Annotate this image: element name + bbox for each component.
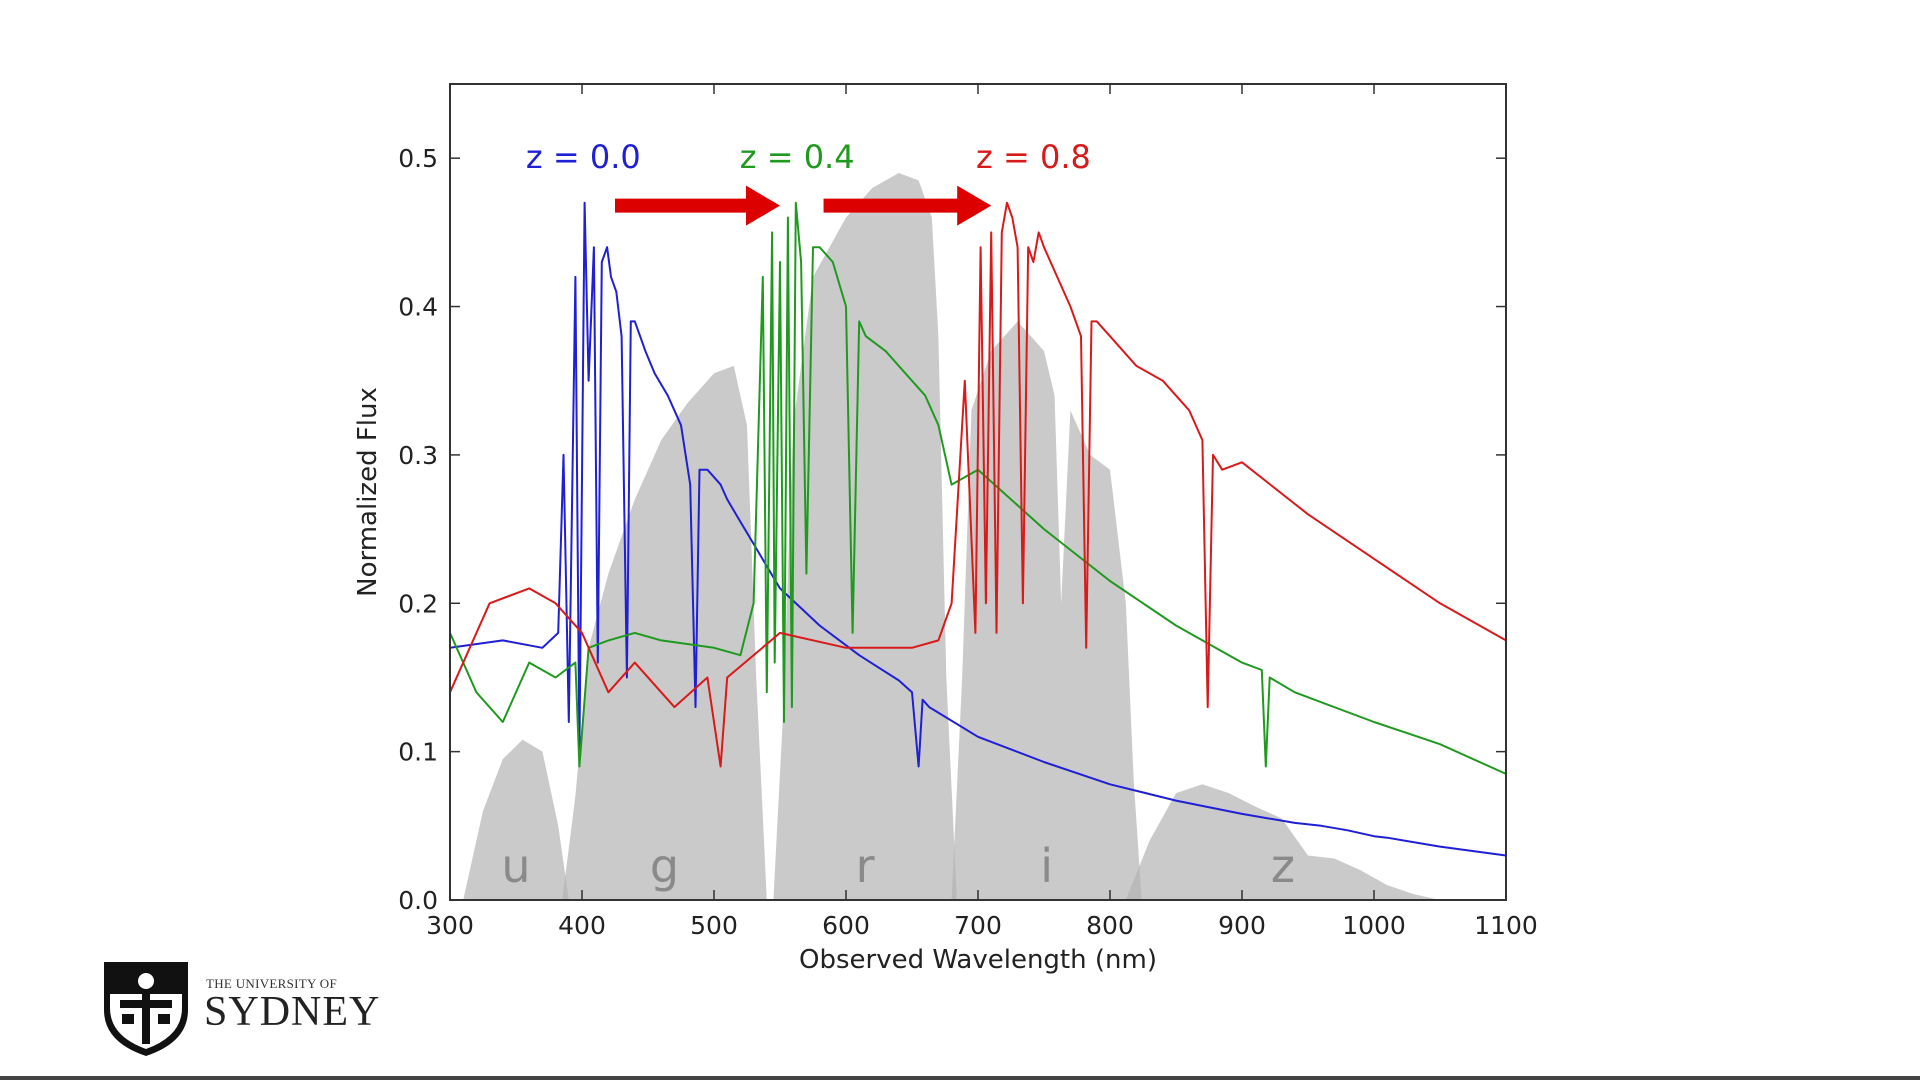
series-label-1: z = 0.4: [740, 138, 855, 176]
series-label-2: z = 0.8: [976, 138, 1091, 176]
logo-line-2: SYDNEY: [204, 989, 381, 1035]
y-tick-label: 0.3: [398, 441, 438, 470]
filter-band-u: [463, 739, 569, 900]
x-tick-label: 500: [690, 911, 738, 940]
bottom-bar: [0, 1076, 1920, 1080]
series-labels: z = 0.0 z = 0.4 z = 0.8: [526, 138, 1091, 176]
axis-ticks: 300 400 500 600 700 800 900 1000 1100 0.0 0.1 0.2 0.…: [398, 84, 1538, 940]
y-tick-label: 0.4: [398, 293, 438, 322]
x-tick-label: 1000: [1342, 911, 1406, 940]
x-tick-label: 800: [1086, 911, 1134, 940]
x-tick-label: 1100: [1474, 911, 1538, 940]
spectra-series: [449, 201, 1507, 857]
filter-band-g: [562, 365, 767, 901]
logo-line-1: THE UNIVERSITY OF: [206, 976, 337, 991]
series-line-2: [449, 201, 1507, 768]
x-tick-label: 300: [426, 911, 474, 940]
redshift-arrow-0: [615, 185, 780, 226]
filter-label-z: z: [1271, 839, 1295, 893]
university-logo: THE UNIVERSITY OF SYDNEY: [100, 958, 390, 1058]
series-line-0: [449, 201, 1507, 857]
y-tick-label: 0.0: [398, 886, 438, 915]
university-crest-icon: [104, 962, 188, 1056]
y-tick-label: 0.1: [398, 738, 438, 767]
filter-band-z: [1125, 784, 1440, 900]
y-tick-label: 0.2: [398, 589, 438, 618]
y-tick-label: 0.5: [398, 144, 438, 173]
y-axis-title: Normalized Flux: [353, 387, 383, 597]
x-axis-title: Observed Wavelength (nm): [799, 945, 1157, 975]
filter-label-r: r: [856, 839, 875, 893]
filter-label-g: g: [650, 839, 679, 893]
redshift-arrow-1: [823, 185, 992, 226]
x-tick-label: 700: [954, 911, 1002, 940]
filter-label-u: u: [501, 839, 530, 893]
x-tick-label: 600: [822, 911, 870, 940]
x-tick-label: 900: [1218, 911, 1266, 940]
series-line-1: [449, 201, 1507, 775]
series-label-0: z = 0.0: [526, 138, 641, 176]
x-tick-label: 400: [558, 911, 606, 940]
filter-label-i: i: [1040, 839, 1053, 893]
filter-band-r: [773, 173, 957, 900]
redshift-arrows: [615, 185, 992, 226]
